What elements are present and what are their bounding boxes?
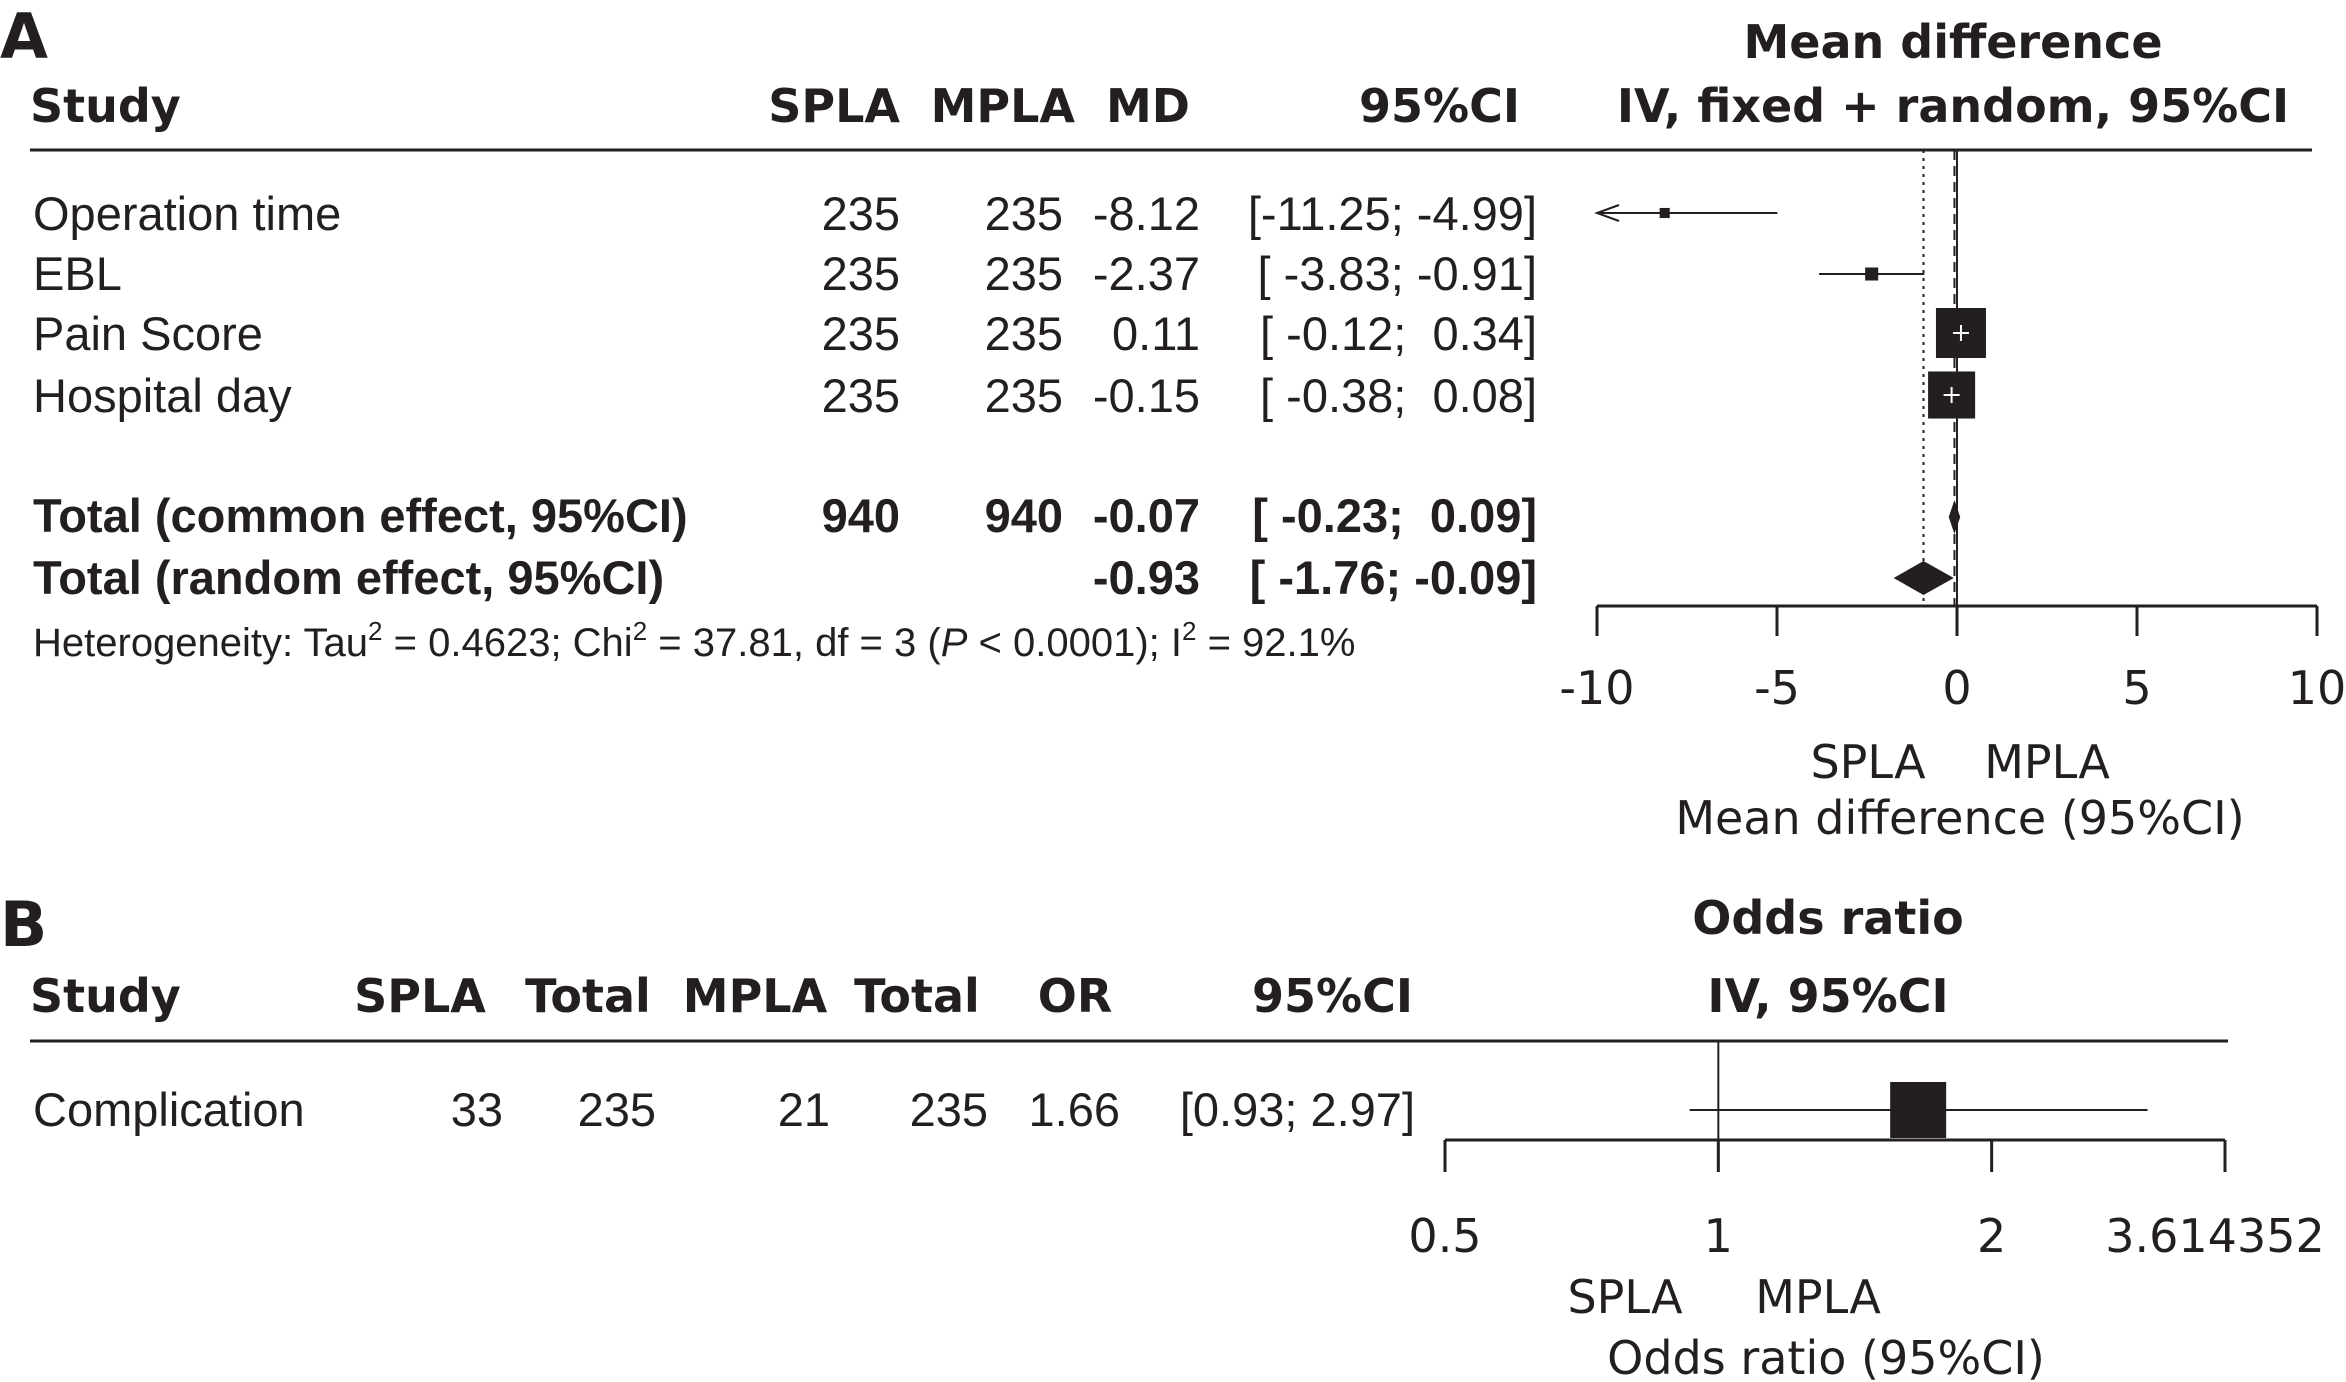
a-x-tick-label: 10	[2288, 661, 2346, 715]
b-total1-header: Total	[525, 969, 651, 1023]
b-or-header: OR	[1038, 969, 1113, 1023]
a-ci-header: 95%CI	[1359, 79, 1520, 133]
a-total-n1: 940	[822, 489, 900, 542]
a-row-md: -0.15	[1093, 369, 1200, 422]
a-favours-right: MPLA	[1984, 735, 2110, 789]
a-total-md: -0.93	[1093, 551, 1200, 604]
a-row-n2: 235	[985, 247, 1063, 300]
a-row-n2: 235	[985, 307, 1063, 360]
a-row-label: Pain Score	[33, 307, 263, 360]
a-row-n2: 235	[985, 187, 1063, 240]
table-row: Hospital day 235 235 -0.15 [ -0.38; 0.08…	[33, 369, 1537, 422]
b-row-or: 1.66	[1029, 1083, 1120, 1136]
a-x-tick-label: 0	[1942, 661, 1971, 715]
panel-a-label: A	[0, 0, 48, 73]
b-x-tick-label: 1	[1704, 1209, 1733, 1263]
a-x-tick-label: -10	[1559, 661, 1634, 715]
table-row: EBL 235 235 -2.37 [ -3.83; -0.91]	[33, 247, 1537, 300]
a-row-n1: 235	[822, 369, 900, 422]
a-row-md: -8.12	[1093, 187, 1200, 240]
a-spla-header: SPLA	[768, 79, 900, 133]
a-row-n1: 235	[822, 247, 900, 300]
b-row-label: Complication	[33, 1083, 305, 1136]
a-row-ci: [ -0.12; 0.34]	[1260, 307, 1537, 360]
a-row-label: Hospital day	[33, 369, 292, 422]
a-plot-title-1: Mean difference	[1743, 15, 2162, 69]
a-total-ci: [ -1.76; -0.09]	[1250, 551, 1537, 604]
b-spla-header: SPLA	[354, 969, 486, 1023]
table-row: Pain Score 235 235 0.11 [ -0.12; 0.34]	[33, 307, 1537, 360]
table-row-total: Total (random effect, 95%CI) -0.93 [ -1.…	[33, 551, 1537, 604]
b-x-tick-label: 2	[1977, 1209, 2006, 1263]
a-row-n1: 235	[822, 187, 900, 240]
a-row-n1: 235	[822, 307, 900, 360]
a-mpla-header: MPLA	[931, 79, 1076, 133]
b-total2-header: Total	[854, 969, 980, 1023]
a-total-label: Total (random effect, 95%CI)	[33, 551, 664, 604]
a-row-label: Operation time	[33, 187, 341, 240]
b-point-square	[1890, 1082, 1947, 1138]
a-x-tick-label: 5	[2122, 661, 2151, 715]
a-summary-diamond	[1948, 500, 1961, 534]
b-ci-header: 95%CI	[1252, 969, 1413, 1023]
a-md-header: MD	[1106, 79, 1190, 133]
b-row-e2: 21	[778, 1083, 830, 1136]
a-row-md: 0.11	[1112, 307, 1200, 360]
a-row-md: -2.37	[1093, 247, 1200, 300]
a-row-ci: [ -3.83; -0.91]	[1257, 247, 1537, 300]
b-row-ci: [0.93; 2.97]	[1180, 1083, 1415, 1136]
b-x-tick-label: 3.614352	[2105, 1209, 2325, 1263]
b-row-e1: 33	[451, 1083, 503, 1136]
a-total-label: Total (common effect, 95%CI)	[33, 489, 688, 542]
a-plot-title-2: IV, fixed + random, 95%CI	[1617, 79, 2289, 133]
b-x-tick-label: 0.5	[1408, 1209, 1481, 1263]
a-row-ci: [-11.25; -4.99]	[1248, 187, 1537, 240]
b-row-t1: 235	[578, 1083, 656, 1136]
a-summary-diamond	[1893, 561, 1954, 595]
b-favours-right: MPLA	[1755, 1270, 1881, 1324]
b-plot-title-2: IV, 95%CI	[1707, 969, 1948, 1023]
a-total-n2: 940	[985, 489, 1063, 542]
table-row: Complication 33 235 21 235 1.66 [0.93; 2…	[33, 1083, 1415, 1136]
a-row-ci: [ -0.38; 0.08]	[1260, 369, 1537, 422]
a-total-ci: [ -0.23; 0.09]	[1252, 489, 1537, 542]
a-row-label: EBL	[33, 247, 122, 300]
b-plot-title-1: Odds ratio	[1692, 891, 1963, 945]
b-study-header: Study	[30, 969, 181, 1023]
a-row-n2: 235	[985, 369, 1063, 422]
panel-b-label: B	[0, 888, 47, 961]
a-plot-area: -10 -5 0 5 10	[1559, 150, 2346, 715]
a-x-axis-label: Mean difference (95%CI)	[1675, 791, 2244, 845]
b-mpla-header: MPLA	[683, 969, 828, 1023]
a-point-square	[1865, 267, 1879, 281]
a-total-md: -0.07	[1093, 489, 1200, 542]
b-row-t2: 235	[910, 1083, 988, 1136]
b-x-axis-label: Odds ratio (95%CI)	[1607, 1331, 2045, 1382]
a-heterogeneity: Heterogeneity: Tau2 = 0.4623; Chi2 = 37.…	[33, 616, 1355, 665]
table-row: Operation time 235 235 -8.12 [-11.25; -4…	[33, 187, 1537, 240]
a-study-header: Study	[30, 79, 181, 133]
b-favours-left: SPLA	[1567, 1270, 1683, 1324]
table-row-total: Total (common effect, 95%CI) 940 940 -0.…	[33, 489, 1537, 542]
a-ci-arrow	[1594, 204, 1620, 222]
a-favours-left: SPLA	[1810, 735, 1926, 789]
a-study-rows: Operation time 235 235 -8.12 [-11.25; -4…	[33, 187, 1537, 604]
a-x-tick-label: -5	[1754, 661, 1800, 715]
b-plot-area: 0.5 1 2 3.614352	[1408, 1041, 2325, 1263]
a-point-square	[1659, 207, 1670, 219]
